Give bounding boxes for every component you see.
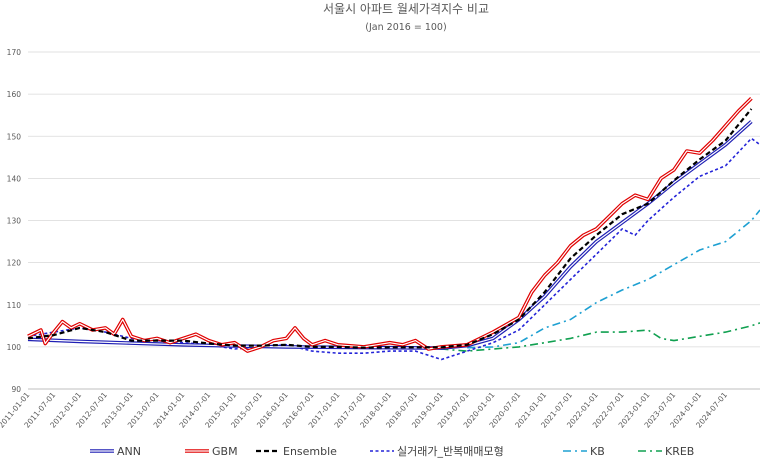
series-line-ann-outer xyxy=(27,120,753,350)
y-tick-label: 100 xyxy=(7,343,22,352)
y-tick-label: 150 xyxy=(7,132,22,141)
y-tick-label: 90 xyxy=(11,385,21,394)
series-group xyxy=(27,97,760,361)
series-line-gbm-inner xyxy=(27,97,752,352)
chart-subtitle: (Jan 2016 = 100) xyxy=(365,22,446,33)
legend-label: KB xyxy=(590,445,605,458)
y-tick-label: 120 xyxy=(7,259,22,268)
legend-label: 실거래가_반복매매모형 xyxy=(397,445,504,458)
series-line-ensemble xyxy=(27,108,753,349)
legend-item-ann: ANN xyxy=(90,445,141,458)
series-line-ann-inner xyxy=(27,121,752,349)
legend-label: KREB xyxy=(665,445,694,458)
y-axis: 90 100 110 120 130 140 150 160 170 xyxy=(7,48,22,394)
legend-item-kreb: KREB xyxy=(638,445,694,458)
chart-title: 서울시 아파트 월세가격지수 비교 xyxy=(323,2,489,16)
y-tick-label: 110 xyxy=(7,301,22,310)
legend-item-repeat-sales: 실거래가_반복매매모형 xyxy=(370,445,504,458)
y-tick-label: 160 xyxy=(7,90,22,99)
y-tick-label: 140 xyxy=(7,174,22,183)
grid xyxy=(28,51,760,390)
series-line-kb xyxy=(467,209,760,349)
legend-item-ensemble: Ensemble xyxy=(256,445,337,458)
y-tick-label: 130 xyxy=(7,217,22,226)
legend: ANN GBM Ensemble 실거래가_반복매매모형 KB KREB xyxy=(90,445,694,458)
legend-label: Ensemble xyxy=(283,445,337,458)
x-axis: 2011-01-012011-07-012012-01-012012-07-01… xyxy=(0,390,729,429)
y-tick-label: 170 xyxy=(7,48,22,57)
legend-label: ANN xyxy=(117,445,141,458)
legend-item-kb: KB xyxy=(563,445,605,458)
series-line-repeat-sales xyxy=(27,137,760,361)
legend-label: GBM xyxy=(212,445,238,458)
legend-item-gbm: GBM xyxy=(185,445,238,458)
